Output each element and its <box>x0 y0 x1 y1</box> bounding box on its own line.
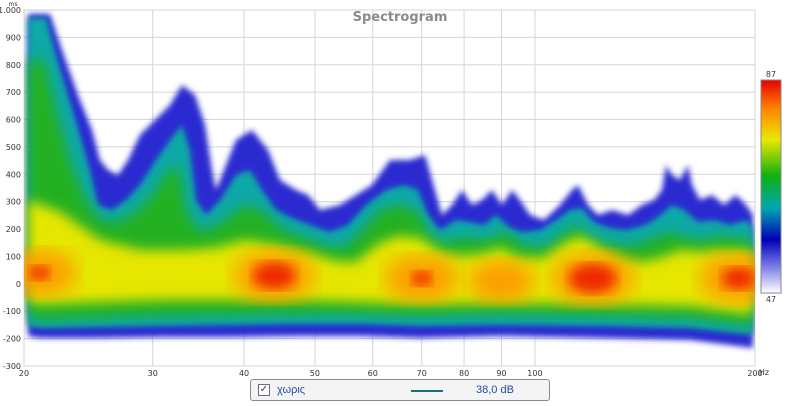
chart-title: Spectrogram <box>353 10 448 25</box>
x-tick-label: 30 <box>148 369 158 378</box>
x-tick-label: 100 <box>527 369 542 378</box>
x-tick-label: 60 <box>368 369 378 378</box>
y-axis-unit: ms <box>9 1 18 8</box>
hot-spots <box>24 249 755 304</box>
colorbar <box>760 79 782 294</box>
y-axis-ticks: 1.000 900 800 700 600 500 400 300 200 100 0 -100 -20… <box>0 6 21 371</box>
hot-spot-core <box>411 271 432 286</box>
hot-spot-core <box>569 263 617 294</box>
legend-line-swatch <box>411 390 443 392</box>
hot-spot-halo <box>468 259 535 303</box>
x-axis-ticks: 20 30 40 50 60 70 80 90 100 200 <box>19 369 763 378</box>
x-tick-label: 70 <box>417 369 427 378</box>
hot-spot-core <box>721 267 755 290</box>
legend-series-name[interactable]: χωρις <box>277 384 306 396</box>
y-tick-label: 800 <box>6 61 21 70</box>
x-tick-label: 50 <box>310 369 320 378</box>
hot-spot-core <box>29 265 50 281</box>
x-tick-label: 80 <box>459 369 469 378</box>
y-tick-label: 100 <box>6 252 21 261</box>
spectrogram-heat <box>24 14 755 348</box>
y-tick-label: -100 <box>3 307 21 316</box>
x-tick-label: 40 <box>239 369 249 378</box>
colorbar-min-label: 47 <box>766 295 776 304</box>
y-tick-label: 700 <box>6 88 21 97</box>
legend-value: 38,0 dB <box>476 384 514 396</box>
colorbar-max-label: 87 <box>766 70 776 79</box>
y-tick-label: 600 <box>6 116 21 125</box>
y-tick-label: 1.000 <box>0 6 21 15</box>
y-tick-label: 900 <box>6 33 21 42</box>
x-axis-unit: Hz <box>759 368 769 377</box>
y-tick-label: 400 <box>6 170 21 179</box>
y-tick-label: 300 <box>6 198 21 207</box>
legend-box: ✓ χωρις 38,0 dB <box>250 379 550 401</box>
y-tick-label: -200 <box>3 335 21 344</box>
y-tick-label: 0 <box>16 280 21 289</box>
y-tick-label: 500 <box>6 143 21 152</box>
legend-checkbox[interactable]: ✓ <box>258 384 270 396</box>
y-tick-label: 200 <box>6 225 21 234</box>
x-tick-label: 200 <box>747 369 762 378</box>
y-tick-label: -300 <box>3 362 21 371</box>
hot-spot-core <box>252 262 296 290</box>
hot-spot-halo <box>24 249 77 297</box>
x-tick-label: 20 <box>19 369 29 378</box>
x-tick-label: 90 <box>496 369 506 378</box>
